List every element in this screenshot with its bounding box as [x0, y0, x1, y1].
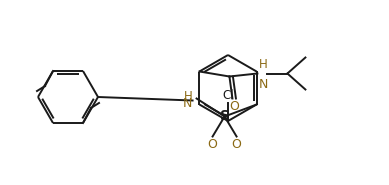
Text: N: N	[258, 78, 268, 90]
Text: Cl: Cl	[222, 89, 234, 102]
Text: N: N	[183, 97, 193, 110]
Text: O: O	[208, 137, 217, 151]
Text: H: H	[184, 90, 193, 103]
Text: O: O	[231, 137, 242, 151]
Text: S: S	[219, 110, 230, 124]
Text: H: H	[258, 58, 267, 70]
Text: O: O	[229, 100, 239, 114]
